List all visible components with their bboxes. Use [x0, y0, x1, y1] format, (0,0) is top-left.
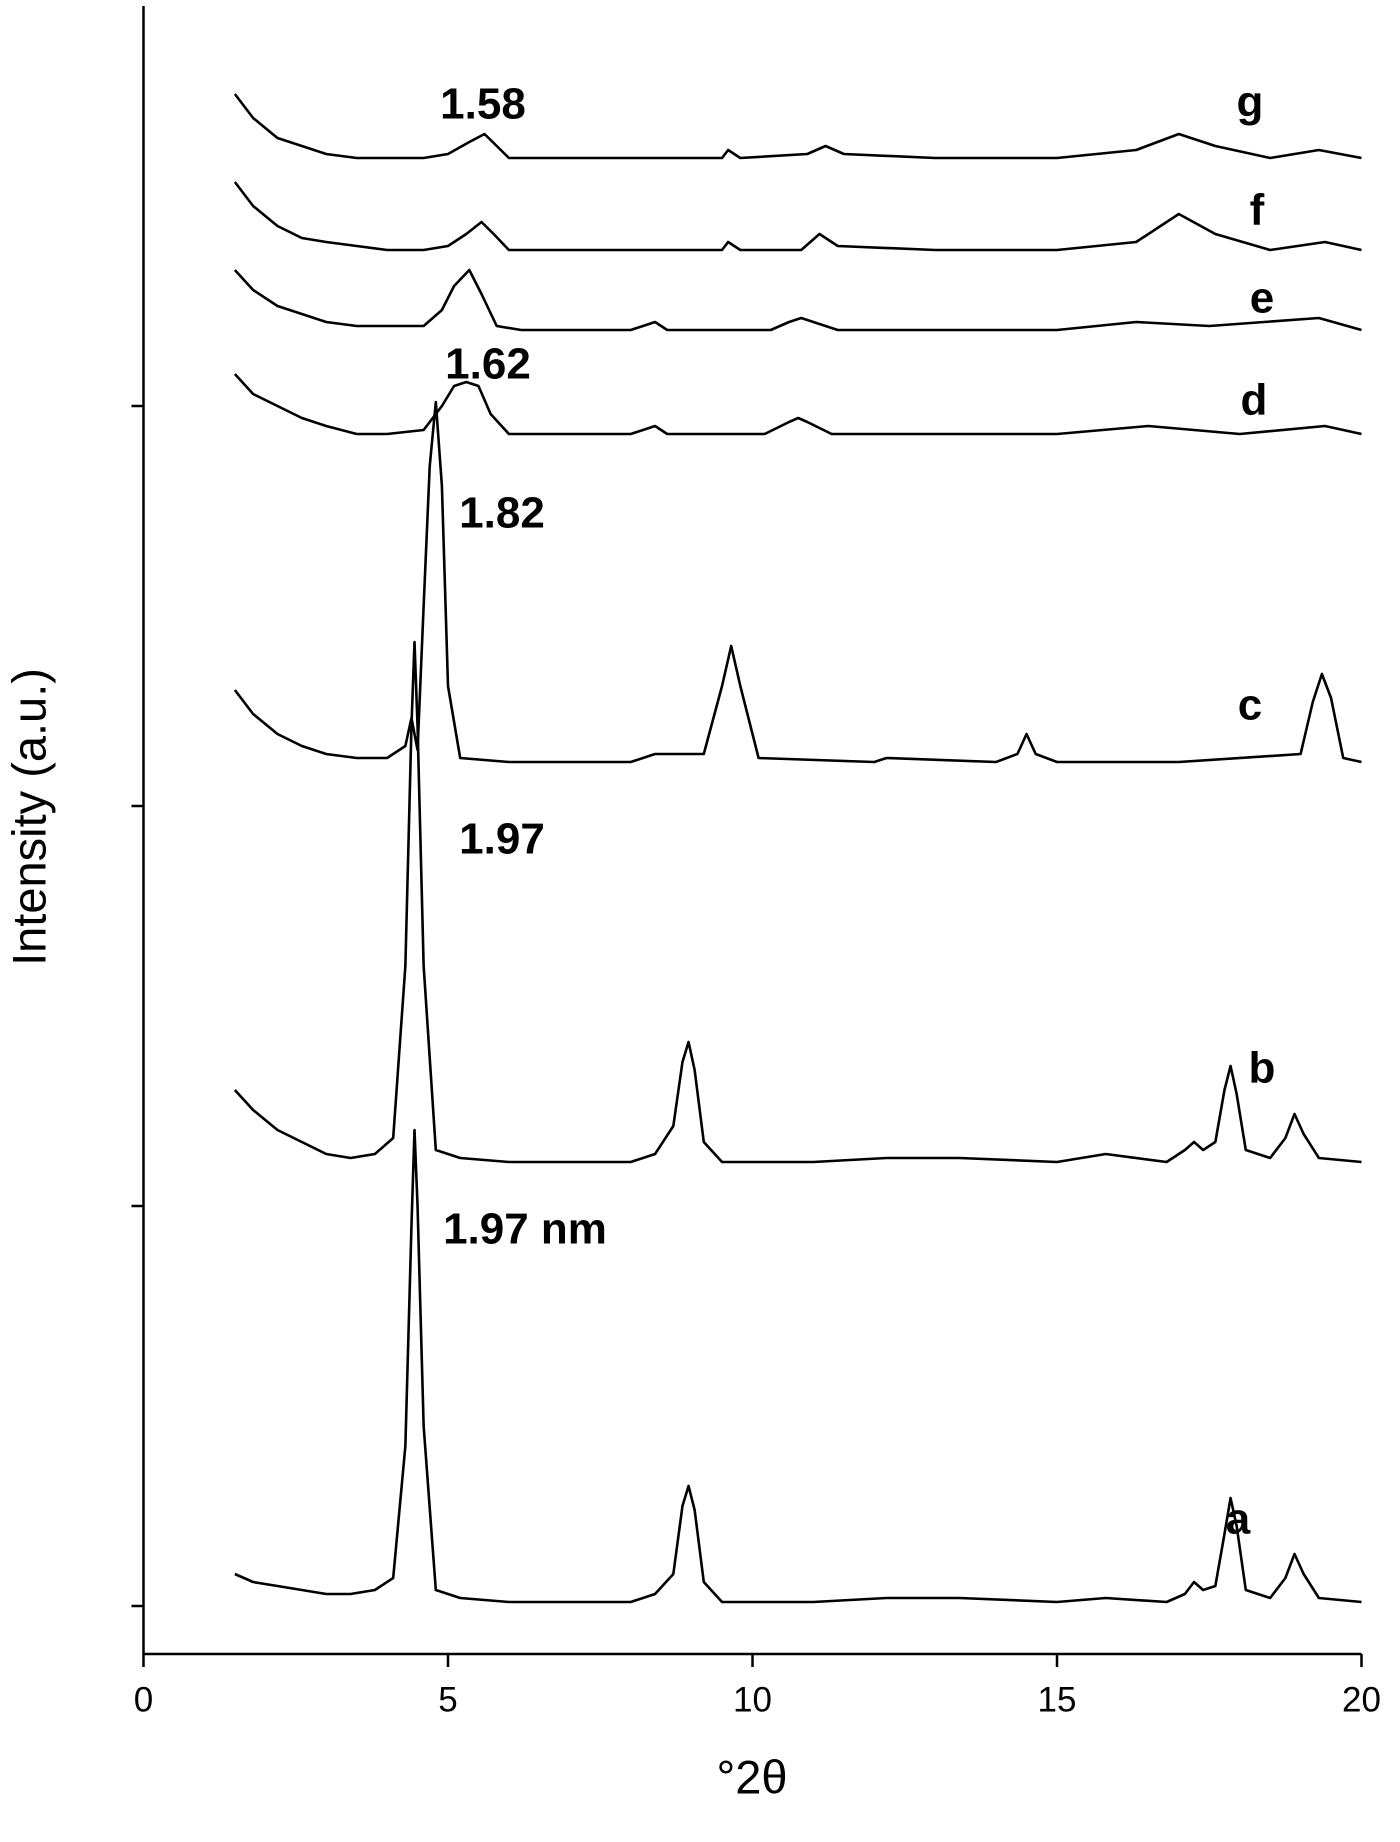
peak-annotation: 1.82: [459, 489, 545, 538]
peak-annotation: 1.97: [459, 815, 545, 864]
peak-annotation: 1.97 nm: [443, 1205, 607, 1254]
series-line: [233, 400, 1362, 764]
series-line: [233, 373, 1362, 436]
series-label: b: [1249, 1044, 1276, 1093]
series-label: c: [1238, 681, 1262, 730]
peak-annotation: 1.62: [445, 340, 531, 389]
series-label: d: [1241, 376, 1268, 425]
series-label: e: [1250, 274, 1274, 323]
y-axis-label: Intensity (a.u.): [2, 668, 55, 966]
series-label: g: [1237, 78, 1264, 127]
series-line: [233, 93, 1362, 160]
peak-annotation: 1.58: [440, 80, 526, 129]
series-line: [233, 268, 1362, 332]
series-label: a: [1226, 1495, 1251, 1544]
x-tick-label: 15: [1038, 1680, 1077, 1719]
series-line: [233, 181, 1362, 252]
series-line: [234, 1128, 1362, 1604]
x-tick-label: 20: [1342, 1680, 1381, 1719]
x-tick-label: 5: [438, 1680, 457, 1719]
series-line: [233, 640, 1362, 1164]
x-axis-label: °2θ: [716, 1750, 787, 1803]
x-tick-label: 10: [733, 1680, 772, 1719]
x-tick-label: 0: [134, 1680, 153, 1719]
series-label: f: [1250, 186, 1265, 235]
